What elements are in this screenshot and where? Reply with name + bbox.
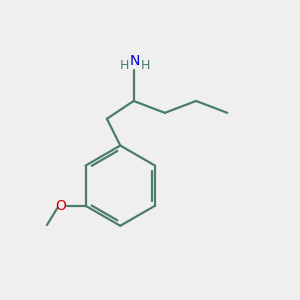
Text: H: H bbox=[120, 59, 129, 72]
Text: N: N bbox=[130, 54, 140, 68]
Text: H: H bbox=[141, 59, 150, 72]
Text: O: O bbox=[56, 199, 66, 213]
